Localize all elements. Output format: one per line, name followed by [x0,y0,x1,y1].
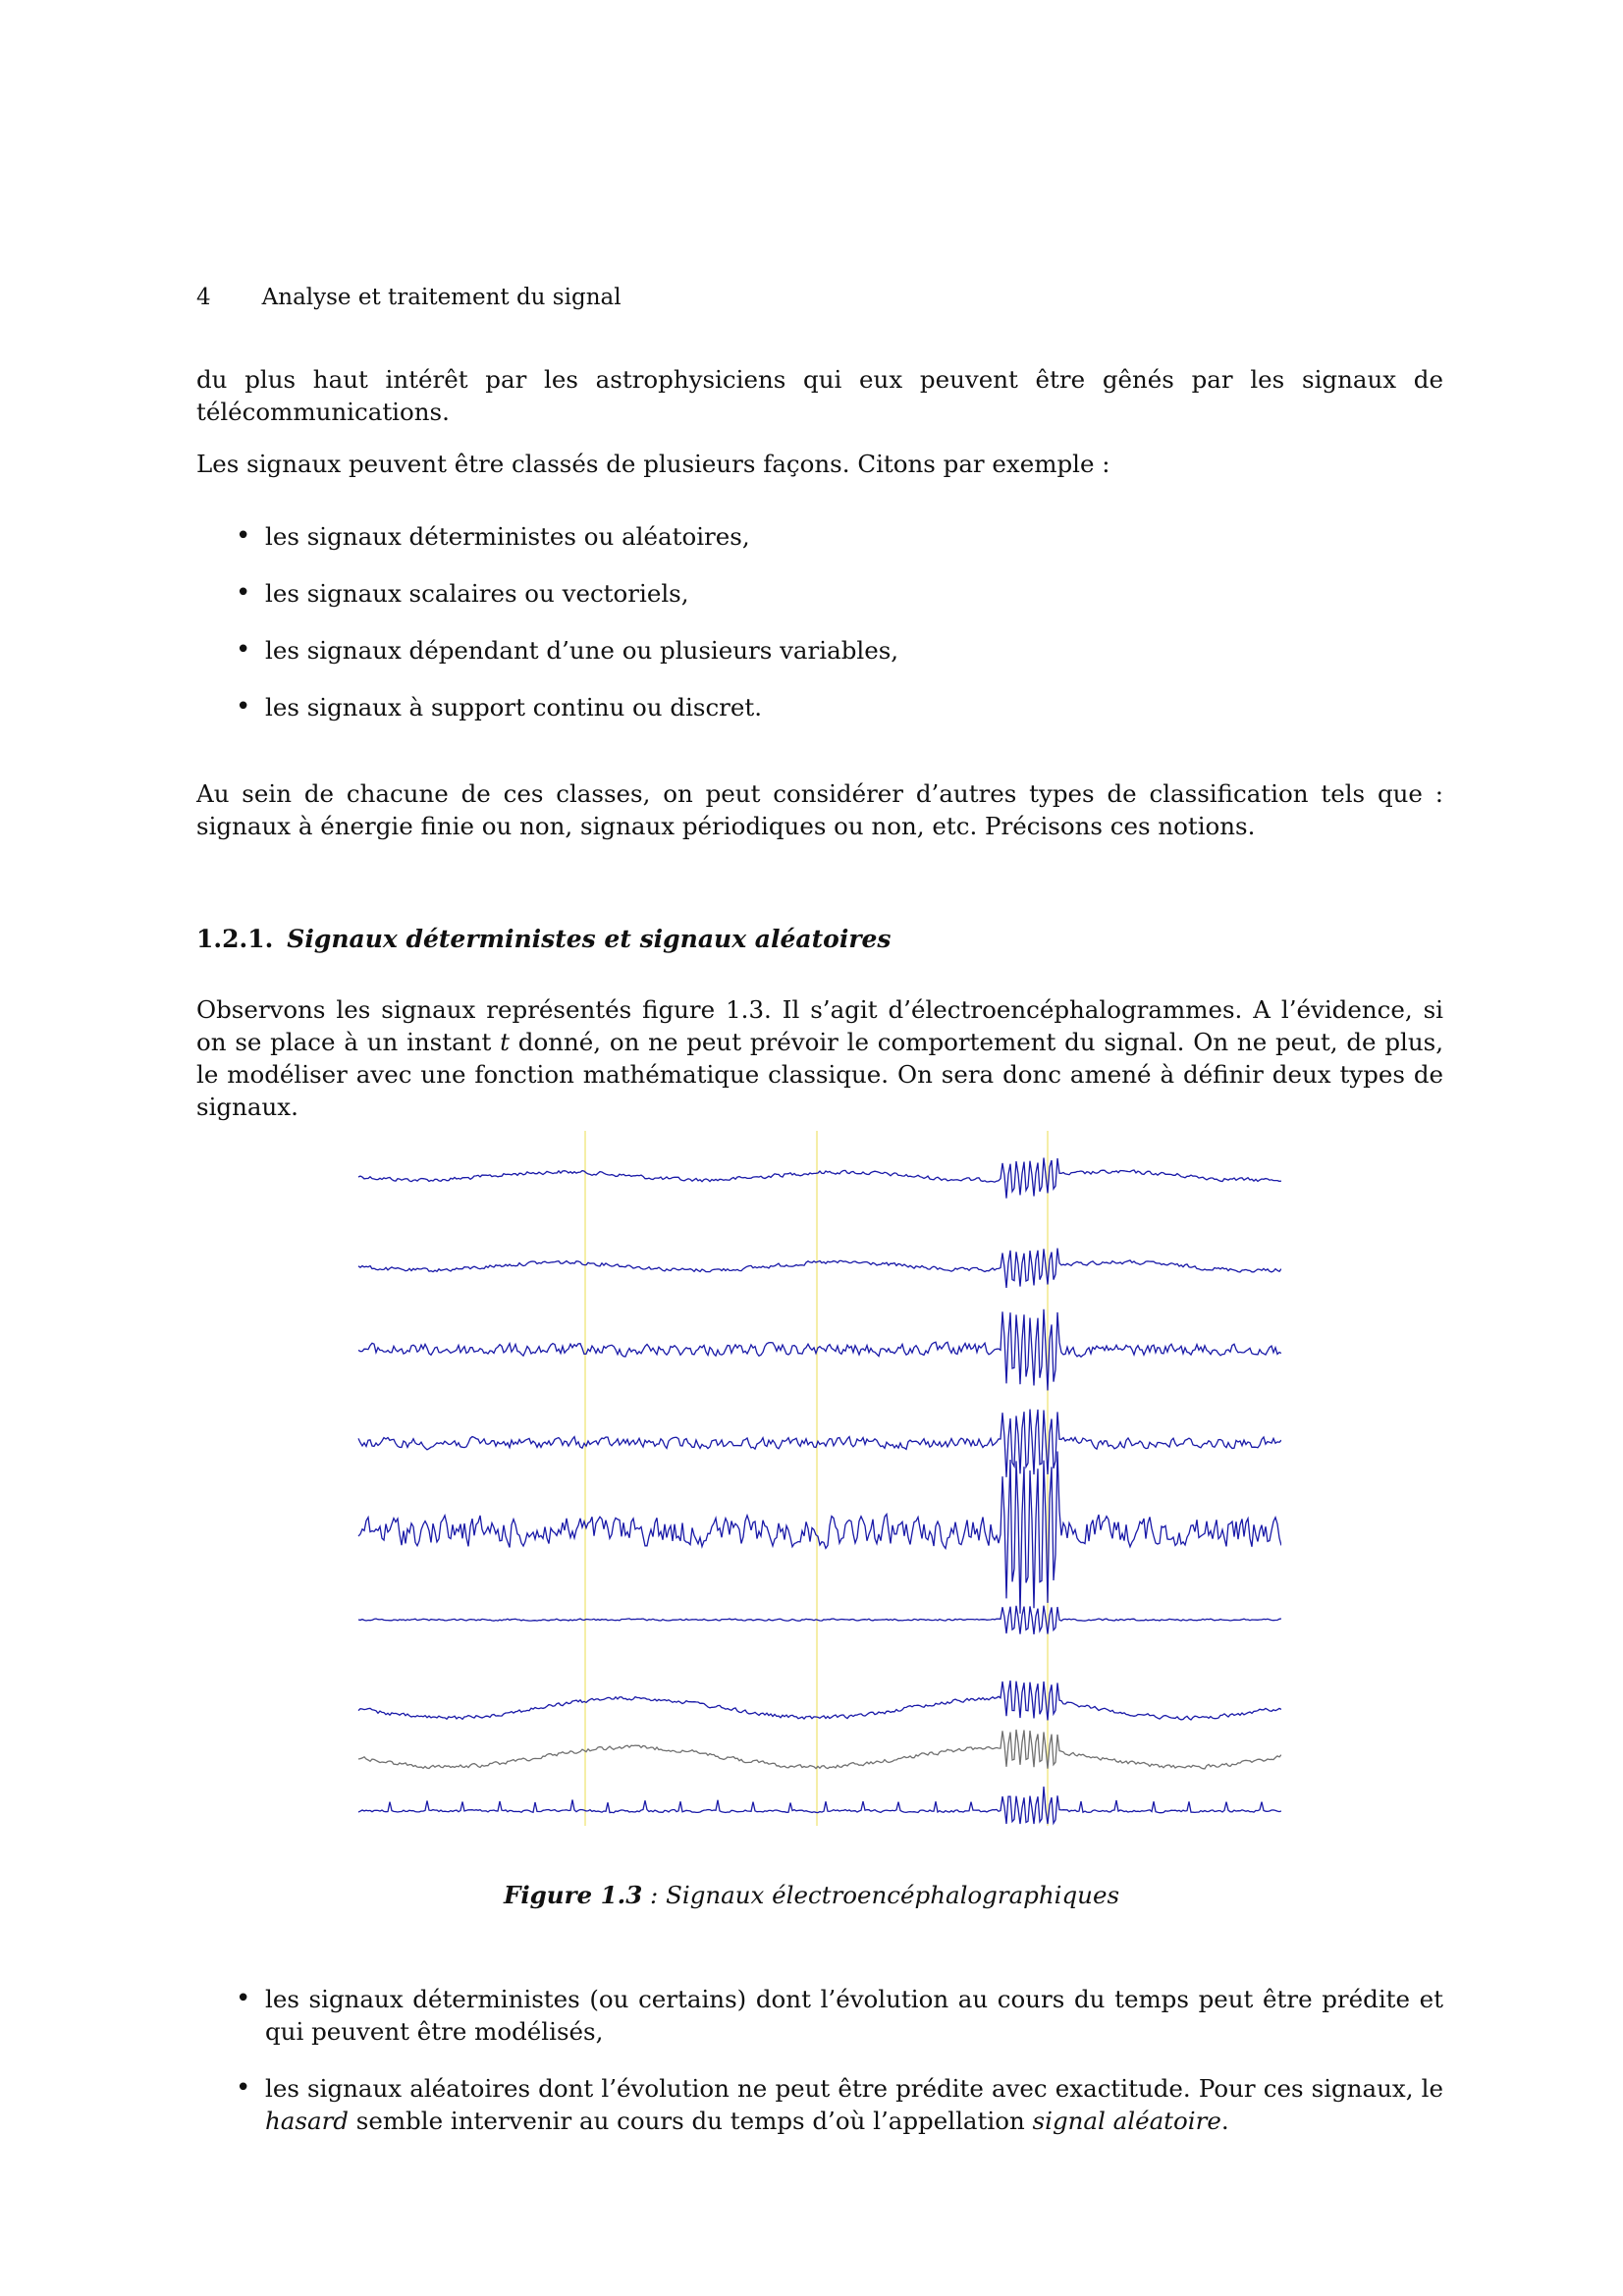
figure-label: Figure 1.3 [503,1881,643,1909]
eeg-trace [357,1729,1281,1770]
list-item: les signaux aléatoires dont l’évolution … [196,2072,1443,2137]
figure-caption-text: Signaux électroencéphalographiques [666,1881,1120,1909]
paragraph-2: Les signaux peuvent être classés de plus… [196,450,1110,478]
section-number: 1.2.1. [196,925,274,953]
eeg-figure [353,1129,1281,1826]
eeg-trace [357,1680,1281,1721]
eeg-trace [357,1451,1281,1614]
section-title: Signaux déterministes et signaux aléatoi… [287,925,892,953]
list-item: les signaux scalaires ou vectoriels, [196,577,1443,610]
eeg-trace [357,1157,1281,1199]
classification-list: les signaux déterministes ou aléatoires,… [196,520,1443,748]
eeg-plot [357,1131,1281,1826]
page-number: 4 [196,285,211,310]
para4-part2: donné, on ne peut prévoir le comportemen… [196,1028,1443,1121]
eeg-trace [357,1605,1281,1634]
list-item: les signaux déterministes ou aléatoires, [196,520,1443,553]
em-signal-aleatoire: signal aléatoire [1032,2107,1221,2135]
paragraph-4: Observons les signaux représentés figure… [196,993,1443,1123]
figure-separator: : [642,1881,667,1909]
list-item: les signaux déterministes (ou certains) … [196,1983,1443,2048]
eeg-trace [357,1409,1281,1477]
figure-caption: Figure 1.3 : Signaux électroencéphalogra… [0,1881,1623,1909]
list-item-part1: les signaux aléatoires dont l’évolution … [265,2074,1443,2103]
running-title: Analyse et traitement du signal [261,285,622,310]
list-item-part3: . [1220,2107,1229,2135]
paragraph-3: Au sein de chacune de ces classes, on pe… [196,779,1443,840]
em-hasard: hasard [265,2107,349,2135]
list-item: les signaux à support continu ou discret… [196,691,1443,723]
eeg-trace [357,1248,1281,1289]
variable-t: t [500,1028,510,1056]
list-item-part2: semble intervenir au cours du temps d’où… [348,2107,1033,2135]
section-heading: 1.2.1. Signaux déterministes et signaux a… [196,923,1443,955]
eeg-trace [357,1786,1281,1826]
paragraph-1: du plus haut intérêt par les astrophysic… [196,365,1443,426]
running-head: 4 Analyse et traitement du signal [196,285,622,310]
para4-part1: Observons les signaux représentés figure… [196,995,1443,1056]
list-item: les signaux dépendant d’une ou plusieurs… [196,634,1443,667]
signal-types-list: les signaux déterministes (ou certains) … [196,1983,1443,2162]
eeg-trace [357,1308,1281,1391]
